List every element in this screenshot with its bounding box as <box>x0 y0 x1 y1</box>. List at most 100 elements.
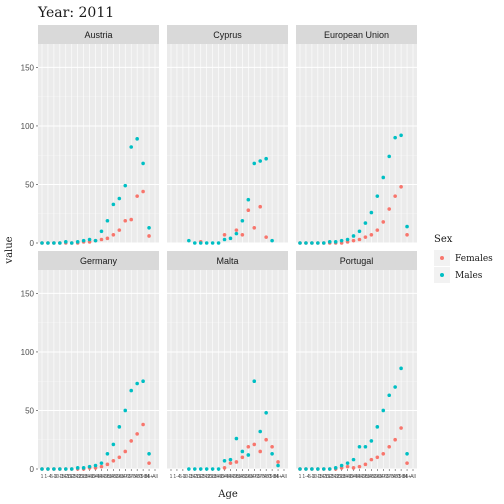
x-tick-label: 20-24 <box>65 474 78 480</box>
data-point-males <box>339 463 344 468</box>
x-tick-label: 10-14 <box>53 474 66 480</box>
data-point-females <box>345 464 350 469</box>
data-point-males <box>52 241 56 245</box>
facet-strip <box>38 251 159 270</box>
data-point-males <box>387 393 392 398</box>
data-point-males <box>345 461 350 465</box>
facet-strip-label: Germany <box>80 256 118 266</box>
facet-strip <box>38 25 159 44</box>
data-point-males <box>234 231 239 236</box>
data-point-females <box>270 444 274 449</box>
x-tick-label: 60-64 <box>242 474 255 480</box>
data-point-males <box>363 221 368 225</box>
legend-key-males <box>440 273 444 277</box>
data-point-males <box>252 161 257 166</box>
x-tick-label: 1 <box>299 474 302 480</box>
data-point-males <box>87 464 92 469</box>
facet-strip-label: Malta <box>216 256 238 266</box>
data-point-males <box>276 463 280 468</box>
x-tick-label: 80-84 <box>137 474 150 480</box>
x-tick-label: 45-49 <box>95 474 108 480</box>
data-point-males <box>46 241 50 245</box>
data-point-females <box>111 233 116 237</box>
x-tick-label: 25-29 <box>329 474 342 480</box>
facet-strip-label: European Union <box>324 30 389 40</box>
panel-background <box>167 44 288 243</box>
x-tick-label: 55-59 <box>107 474 120 480</box>
data-point-males <box>81 238 86 243</box>
x-tick-label: 5-9 <box>308 474 315 480</box>
data-point-males <box>135 137 139 141</box>
data-point-females <box>276 460 280 464</box>
data-point-males <box>222 459 227 463</box>
data-point-females <box>99 464 104 469</box>
x-tick-label: 5-9 <box>50 474 57 480</box>
x-tick-label: 1 <box>41 474 44 480</box>
data-point-males <box>216 467 221 471</box>
x-tick-label: 35-39 <box>341 474 354 480</box>
x-tick-label: 20-24 <box>194 474 207 480</box>
data-point-males <box>187 467 191 471</box>
x-tick-label: 60-64 <box>371 474 384 480</box>
x-tick-label: 25-29 <box>71 474 84 480</box>
x-tick-label: 65-69 <box>119 474 132 480</box>
x-tick-label: 15-19 <box>317 474 330 480</box>
data-point-females <box>117 455 122 460</box>
data-point-males <box>40 467 44 471</box>
data-point-males <box>369 210 374 215</box>
data-point-males <box>381 408 386 413</box>
x-tick-label: 35-39 <box>212 474 225 480</box>
data-point-males <box>298 241 302 245</box>
data-point-males <box>405 224 409 229</box>
data-point-males <box>333 466 338 470</box>
data-point-males <box>141 161 145 166</box>
data-point-females <box>357 464 362 469</box>
data-point-males <box>316 241 320 245</box>
x-tick-label: 70-74 <box>383 474 396 480</box>
data-point-females <box>363 462 368 467</box>
legend: Sex Females Males <box>434 234 493 283</box>
data-point-males <box>63 240 68 244</box>
data-point-males <box>228 457 233 462</box>
data-point-males <box>117 425 122 429</box>
x-tick-label: 40-44 <box>89 474 102 480</box>
data-point-males <box>93 463 98 468</box>
data-point-females <box>252 442 257 447</box>
data-point-females <box>399 426 403 430</box>
data-point-males <box>357 229 362 234</box>
x-tick-label: 50-54 <box>101 474 114 480</box>
data-point-males <box>240 449 245 454</box>
data-point-females <box>405 461 409 465</box>
x-tick-label: 15-19 <box>59 474 72 480</box>
x-tick-label: 80-84 <box>395 474 408 480</box>
data-point-males <box>399 133 403 138</box>
data-point-females <box>222 233 227 237</box>
x-tick-label: 50-54 <box>230 474 243 480</box>
data-point-males <box>351 234 356 238</box>
data-point-males <box>363 444 368 449</box>
data-point-males <box>93 238 98 243</box>
x-tick-label: 75-79 <box>131 474 144 480</box>
x-tick-label: 1 <box>170 474 173 480</box>
data-point-males <box>258 429 263 434</box>
facet-strip <box>167 25 288 44</box>
x-tick-label: 50-54 <box>359 474 372 480</box>
x-tick-label: 70-74 <box>254 474 267 480</box>
data-point-males <box>129 388 134 393</box>
data-point-females <box>375 455 380 460</box>
data-point-females <box>399 185 403 189</box>
legend-label: Males <box>455 271 483 281</box>
data-point-males <box>75 466 80 470</box>
y-axis-label: value <box>4 236 15 264</box>
data-point-males <box>316 467 320 471</box>
data-point-males <box>246 453 251 457</box>
x-tick-label: 65-69 <box>248 474 261 480</box>
panel-cyprus: Cyprus <box>167 25 288 245</box>
x-tick-label: 10-14 <box>182 474 195 480</box>
x-axis-label: Age <box>217 489 238 500</box>
data-point-males <box>375 194 380 198</box>
data-point-males <box>228 236 233 241</box>
data-point-males <box>210 467 215 471</box>
